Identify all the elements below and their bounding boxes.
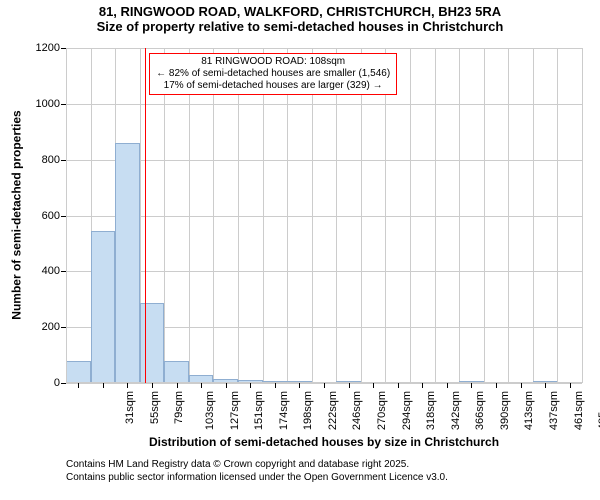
x-tick-label: 31sqm	[124, 383, 136, 424]
x-tick-mark	[545, 383, 546, 388]
plot-area: 02004006008001000120031sqm55sqm79sqm103s…	[66, 48, 582, 383]
x-tick-label: 79sqm	[173, 383, 185, 424]
x-tick-mark	[570, 383, 571, 388]
annotation-line2: ← 82% of semi-detached houses are smalle…	[156, 68, 390, 80]
histogram-bar	[140, 303, 165, 383]
x-axis-title: Distribution of semi-detached houses by …	[66, 435, 582, 449]
y-tick-mark	[61, 383, 66, 384]
x-tick-mark	[373, 383, 374, 388]
x-tick-mark	[299, 383, 300, 388]
chart-container: { "chart": { "type": "histogram", "title…	[0, 0, 600, 500]
x-tick-mark	[324, 383, 325, 388]
gridline-horizontal	[66, 104, 582, 105]
x-tick-label: 55sqm	[149, 383, 161, 424]
gridline-horizontal	[66, 216, 582, 217]
gridline-horizontal	[66, 271, 582, 272]
x-tick-label: 103sqm	[204, 383, 216, 430]
x-tick-mark	[496, 383, 497, 388]
annotation-box: 81 RINGWOOD ROAD: 108sqm← 82% of semi-de…	[149, 53, 397, 95]
x-tick-mark	[78, 383, 79, 388]
x-tick-label: 366sqm	[474, 383, 486, 430]
x-tick-label: 198sqm	[302, 383, 314, 430]
x-tick-label: 246sqm	[352, 383, 364, 430]
histogram-bar	[66, 361, 91, 383]
x-tick-label: 151sqm	[253, 383, 265, 430]
x-tick-label: 222sqm	[327, 383, 339, 430]
histogram-bar	[164, 361, 189, 383]
x-tick-label: 437sqm	[548, 383, 560, 430]
axis-bottom	[66, 382, 582, 383]
x-tick-mark	[275, 383, 276, 388]
x-tick-label: 174sqm	[278, 383, 290, 430]
x-tick-mark	[349, 383, 350, 388]
x-tick-mark	[422, 383, 423, 388]
x-tick-label: 461sqm	[573, 383, 585, 430]
x-tick-label: 294sqm	[401, 383, 413, 430]
x-tick-label: 127sqm	[229, 383, 241, 430]
gridline-vertical	[582, 48, 583, 383]
footer-line2: Contains public sector information licen…	[66, 472, 448, 483]
histogram-bar	[115, 143, 140, 383]
chart-title-line2: Size of property relative to semi-detach…	[0, 19, 600, 34]
annotation-line3: 17% of semi-detached houses are larger (…	[156, 80, 390, 92]
histogram-bar	[91, 231, 116, 383]
x-tick-mark	[250, 383, 251, 388]
x-tick-label: 413sqm	[524, 383, 536, 430]
x-tick-label: 318sqm	[425, 383, 437, 430]
x-tick-mark	[127, 383, 128, 388]
x-tick-label: 270sqm	[376, 383, 388, 430]
x-tick-mark	[201, 383, 202, 388]
chart-title-line1: 81, RINGWOOD ROAD, WALKFORD, CHRISTCHURC…	[0, 0, 600, 19]
x-tick-mark	[471, 383, 472, 388]
x-tick-mark	[103, 383, 104, 388]
gridline-horizontal	[66, 48, 582, 49]
y-axis-title: Number of semi-detached properties	[9, 47, 23, 382]
x-tick-label: 390sqm	[499, 383, 511, 430]
x-tick-mark	[226, 383, 227, 388]
x-tick-mark	[398, 383, 399, 388]
x-tick-mark	[177, 383, 178, 388]
x-tick-label: 342sqm	[450, 383, 462, 430]
x-tick-mark	[521, 383, 522, 388]
x-tick-mark	[447, 383, 448, 388]
marker-line	[145, 48, 146, 383]
footer-line1: Contains HM Land Registry data © Crown c…	[66, 459, 409, 470]
axis-left	[66, 48, 67, 383]
gridline-horizontal	[66, 160, 582, 161]
x-tick-mark	[152, 383, 153, 388]
annotation-line1: 81 RINGWOOD ROAD: 108sqm	[156, 56, 390, 68]
